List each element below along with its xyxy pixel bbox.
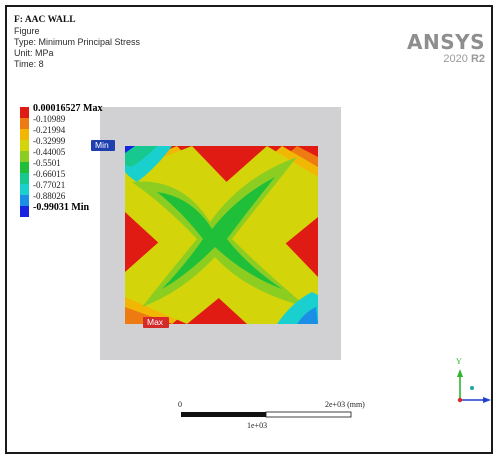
legend-color-bar[interactable] bbox=[20, 107, 29, 217]
legend-value: -0.44005 bbox=[33, 147, 66, 157]
triad-y-label: Y bbox=[456, 357, 462, 366]
legend-value: -0.77021 bbox=[33, 180, 66, 190]
legend-value: -0.88026 bbox=[33, 191, 66, 201]
scale-end-label: 2e+03 (mm) bbox=[325, 400, 365, 409]
legend-swatch bbox=[20, 140, 29, 151]
legend-value: -0.21994 bbox=[33, 125, 66, 135]
coordinate-triad[interactable] bbox=[457, 369, 491, 403]
legend-value: -0.32999 bbox=[33, 136, 66, 146]
scale-zero-label: 0 bbox=[178, 400, 182, 409]
legend-swatch bbox=[20, 184, 29, 195]
brand-version: 2020 R2 bbox=[443, 53, 485, 65]
result-time: Time: 8 bbox=[14, 59, 44, 69]
legend-value: -0.5501 bbox=[33, 158, 61, 168]
result-kind: Figure bbox=[14, 26, 40, 36]
result-title: F: AAC WALL bbox=[14, 15, 76, 25]
legend-swatch bbox=[20, 206, 29, 217]
legend-value: -0.10989 bbox=[33, 114, 66, 124]
legend-swatch bbox=[20, 151, 29, 162]
stress-contour bbox=[125, 146, 318, 324]
result-info-panel: F: AAC WALL Figure Type: Minimum Princip… bbox=[14, 15, 140, 70]
legend-swatch bbox=[20, 107, 29, 118]
ansys-logo: ANSYS 2020 R2 bbox=[407, 31, 485, 66]
scale-mid-label: 1e+03 bbox=[247, 421, 268, 430]
legend-labels: 0.00016527 Max -0.10989 -0.21994 -0.3299… bbox=[33, 103, 102, 213]
legend-max-label: 0.00016527 Max bbox=[33, 103, 103, 114]
ansys-viewport[interactable]: F: AAC WALL Figure Type: Minimum Princip… bbox=[5, 5, 493, 454]
min-probe-flag[interactable]: Min bbox=[91, 140, 115, 151]
result-unit: Unit: MPa bbox=[14, 48, 54, 58]
scale-bar bbox=[181, 411, 352, 418]
legend-min-label: -0.99031 Min bbox=[33, 202, 90, 213]
brand-name: ANSYS bbox=[406, 30, 485, 54]
max-probe-flag[interactable]: Max bbox=[143, 317, 170, 328]
legend-swatch bbox=[20, 129, 29, 140]
legend-value: -0.66015 bbox=[33, 169, 66, 179]
legend-swatch bbox=[20, 162, 29, 173]
legend-swatch bbox=[20, 118, 29, 129]
legend-swatch bbox=[20, 195, 29, 206]
legend-swatch bbox=[20, 173, 29, 184]
result-type: Type: Minimum Principal Stress bbox=[14, 37, 141, 47]
model-view[interactable] bbox=[7, 7, 491, 452]
